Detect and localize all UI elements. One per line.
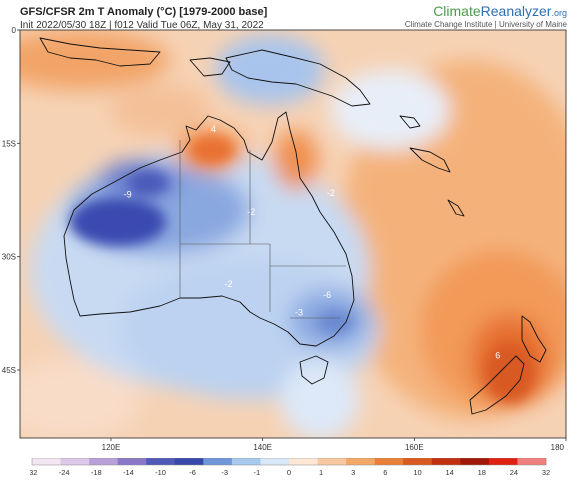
state-borders	[179, 140, 346, 319]
colorbar-swatch	[317, 458, 347, 465]
lat-tick-label: 30S	[2, 253, 16, 262]
anomaly-value-label: -2	[327, 188, 335, 198]
colorbar-label: 6	[383, 468, 387, 477]
colorbar-label: 32	[542, 468, 550, 477]
colorbar-swatch	[117, 458, 147, 465]
lon-tick-label: 120E	[102, 443, 121, 452]
lon-tick-label: 140E	[253, 443, 272, 452]
colorbar-label: -6	[189, 468, 196, 477]
longitude-axis: 120E 140E 160E 180	[102, 438, 567, 452]
map-frame	[19, 29, 567, 439]
anomaly-value-label: -3	[295, 308, 303, 318]
colorbar-swatch	[431, 458, 461, 465]
colorbar-label: 1	[319, 468, 323, 477]
brand-name: ClimateReanalyzer.org	[433, 3, 567, 19]
colorbar-label: -32	[30, 468, 37, 477]
colorbar-swatch	[60, 458, 90, 465]
lat-tick-label: 0	[12, 26, 17, 35]
colorbar-label: -14	[123, 468, 134, 477]
colorbar-swatch	[346, 458, 375, 465]
colorbar-swatch	[146, 458, 176, 465]
lat-tick-label: 15S	[2, 139, 16, 148]
latitude-axis: 0 15S 30S 45S	[2, 26, 20, 375]
colorbar-swatch	[289, 458, 318, 465]
colorbar-swatch	[231, 458, 261, 465]
colorbar-label: 14	[445, 468, 453, 477]
colorbar-label: 10	[413, 468, 421, 477]
colorbar-swatch	[374, 458, 404, 465]
colorbar-swatch	[488, 458, 518, 465]
anomaly-value-label: 4	[211, 124, 216, 134]
lat-tick-label: 45S	[2, 366, 16, 375]
brand-logo[interactable]: ClimateReanalyzer.org Climate Change Ins…	[405, 3, 567, 29]
anomaly-field	[20, 30, 566, 438]
colorbar-label: -1	[254, 468, 261, 477]
colorbar-swatch	[203, 458, 233, 465]
anomaly-labels: 4 -9 -2 -2 -2 -6 -3 6	[124, 124, 501, 361]
colorbar-label: 0	[287, 468, 291, 477]
colorbar-label: -24	[59, 468, 70, 477]
coastlines	[39, 37, 547, 415]
colorbar-swatch	[174, 458, 204, 465]
colorbar-label: -10	[155, 468, 166, 477]
lon-tick-label: 180	[551, 443, 565, 452]
colorbar-label: 18	[478, 468, 486, 477]
anomaly-value-label: -2	[225, 279, 233, 289]
anomaly-value-label: -9	[124, 190, 132, 200]
colorbar-swatches	[31, 458, 547, 466]
colorbar-swatch	[460, 458, 490, 465]
colorbar-swatch	[517, 458, 547, 465]
colorbar-label: -18	[91, 468, 102, 477]
anomaly-value-label: -6	[323, 290, 331, 300]
colorbar-swatch	[89, 458, 118, 465]
colorbar-label: -3	[221, 468, 228, 477]
anomaly-value-label: -2	[247, 207, 255, 217]
lon-tick-label: 160E	[405, 443, 424, 452]
map-subtitle: Init 2022/05/30 18Z | f012 Valid Tue 06Z…	[20, 20, 264, 31]
brand-institute: Climate Change Institute | University of…	[404, 20, 567, 29]
colorbar-label: 3	[351, 468, 355, 477]
colorbar-label: 24	[510, 468, 518, 477]
colorbar-swatch	[260, 458, 290, 465]
colorbar-swatch	[403, 458, 433, 465]
map-title: GFS/CFSR 2m T Anomaly (°C) [1979-2000 ba…	[20, 6, 268, 18]
anomaly-value-label: 6	[495, 351, 500, 361]
colorbar-swatch	[32, 458, 61, 465]
